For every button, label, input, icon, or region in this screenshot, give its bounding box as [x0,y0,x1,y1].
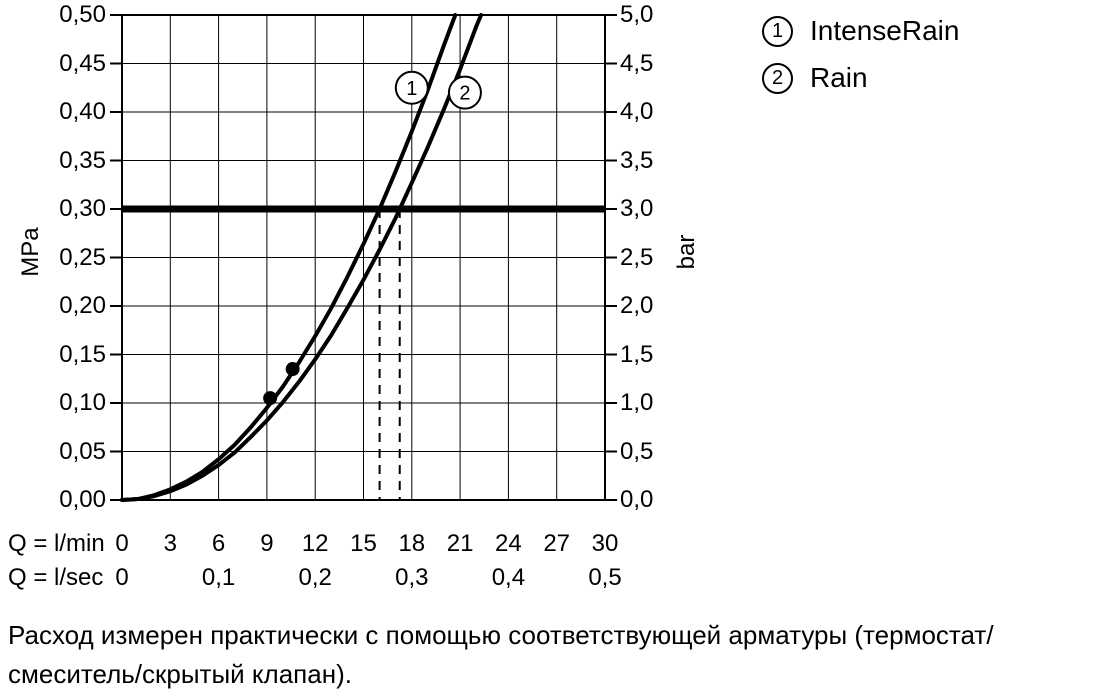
y-left-tick-label: 0,10 [59,389,106,416]
series-1-marker-icon: 1 [762,15,793,47]
y-right-tick-label: 4,5 [620,49,654,77]
y-left-tick-label: 0,15 [59,340,106,368]
curve-label-number: 1 [406,78,417,100]
y-right-tick-label: 2,5 [620,243,654,271]
x-primary-tick-label: 21 [446,530,474,557]
y-right-tick-label: 0,5 [620,437,654,465]
y-left-tick-label: 0,30 [59,195,106,222]
x-axis-primary-title: Q = l/min [8,530,105,557]
x-secondary-tick-label: 0 [115,564,129,591]
curve-label-circle [394,70,429,105]
legend-item-intenserain: 1 IntenseRain [762,12,959,50]
x-primary-tick-label: 12 [301,530,329,557]
y-left-tick-label: 0,45 [59,49,106,77]
y-left-tick-label: 0,05 [59,437,106,465]
y-left-tick-label: 0,50 [59,1,106,28]
y-right-tick-label: 3,0 [620,195,654,222]
x-secondary-tick-label: 0,4 [491,564,526,591]
y-right-tick-label: 2,0 [620,292,654,319]
y-right-tick-label: 0,0 [620,486,654,513]
y-left-tick-label: 0,35 [59,146,106,174]
y-left-tick-label: 0,40 [59,98,106,125]
y-left-tick-label: 0,20 [59,292,106,319]
x-secondary-tick-label: 0,1 [201,564,236,591]
note-line-1: Расход измерен практически с помощью соо… [8,620,994,650]
x-secondary-tick-label: 0,5 [588,564,622,591]
x-primary-tick-label: 24 [495,530,522,557]
series-2-name: Rain [810,62,868,93]
y-left-tick-label: 0,25 [59,243,106,271]
x-secondary-tick-label: 0,2 [298,564,332,591]
x-primary-tick-label: 6 [211,530,226,557]
y-right-tick-label: 1,5 [620,340,654,368]
measurement-note: Расход измерен практически с помощью соо… [8,616,1108,694]
operating-point-dot [263,391,278,406]
y-left-tick-label: 0,00 [59,486,106,513]
x-primary-tick-label: 9 [260,530,274,557]
curve-label-number: 2 [459,83,470,105]
legend-item-rain: 2 Rain [762,59,959,97]
legend: 1 IntenseRain 2 Rain [762,12,959,106]
x-primary-tick-label: 30 [591,530,619,557]
y-right-tick-label: 4,0 [620,98,654,125]
y-right-tick-label: 3,5 [620,146,654,174]
y-right-tick-label: 1,0 [620,389,654,416]
x-secondary-tick-label: 0,3 [395,564,429,591]
series-1-name: IntenseRain [810,15,960,46]
operating-point-dot [285,362,300,377]
x-primary-tick-label: 15 [350,530,377,557]
x-axis-secondary-title: Q = l/sec [8,564,104,591]
x-primary-tick-label: 18 [398,530,426,557]
y-right-tick-label: 5,0 [620,1,654,28]
curve-label-circle [447,75,482,110]
x-primary-tick-label: 3 [163,530,177,557]
series-2-marker-icon: 2 [762,62,793,94]
note-line-2: смеситель/скрытый клапан). [8,659,352,689]
curve-rain [120,13,484,502]
x-primary-tick-label: 0 [115,530,129,557]
x-primary-tick-label: 27 [543,530,571,557]
